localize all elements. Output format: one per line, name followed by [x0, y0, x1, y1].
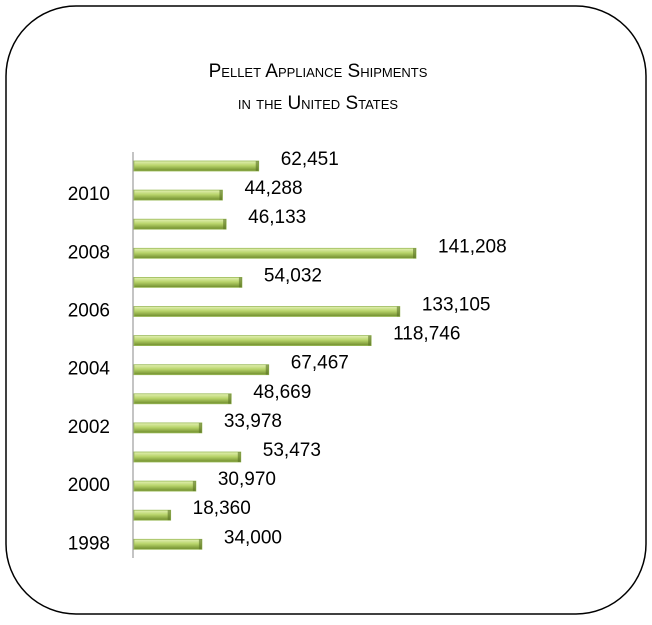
bar [133, 160, 260, 172]
value-label: 33,978 [224, 411, 282, 432]
bar-end [413, 248, 416, 259]
bar [133, 189, 223, 201]
bar [133, 422, 203, 434]
bar-end [237, 452, 241, 462]
bar-end [228, 393, 232, 404]
value-label: 118,746 [393, 324, 460, 345]
value-label: 67,467 [291, 353, 349, 374]
value-label: 48,669 [253, 382, 311, 403]
bar-end [219, 190, 223, 201]
bar-end [255, 161, 259, 171]
value-label: 30,970 [218, 469, 276, 490]
bar [133, 509, 172, 521]
bar [133, 480, 197, 492]
bar-end [223, 219, 227, 230]
bar-end [198, 539, 202, 550]
value-label: 34,000 [224, 527, 282, 548]
y-tick-label: 2006 [68, 301, 110, 322]
bar [133, 247, 417, 259]
y-tick-label: 2010 [68, 184, 110, 205]
bar [133, 276, 243, 288]
bar [133, 451, 242, 463]
bar-end [396, 306, 400, 317]
y-tick-label: 2002 [68, 417, 110, 438]
bar-end [238, 277, 242, 288]
bar [133, 306, 401, 317]
bar [133, 335, 372, 347]
bar [133, 364, 270, 376]
value-label: 44,288 [244, 178, 302, 199]
value-label: 141,208 [438, 236, 507, 257]
value-label: 54,032 [264, 265, 322, 286]
y-tick-label: 1998 [68, 533, 110, 554]
chart-subtitle: in the United States [238, 93, 399, 114]
y-tick-label: 2008 [68, 242, 110, 263]
value-label: 53,473 [263, 440, 321, 461]
bar-end [167, 510, 171, 521]
bar-end [368, 335, 372, 346]
y-tick-label: 2004 [68, 359, 111, 380]
chart-title: Pellet Appliance Shipments [209, 61, 428, 82]
bar [133, 538, 203, 550]
bar-end [198, 422, 202, 433]
bar-end [265, 364, 269, 375]
y-tick-label: 2000 [68, 475, 110, 496]
bar [133, 393, 232, 405]
bar [133, 218, 227, 230]
value-label: 62,451 [281, 149, 339, 170]
bar-end [192, 481, 196, 492]
value-label: 133,105 [422, 295, 491, 316]
value-label: 46,133 [248, 207, 306, 228]
value-label: 18,360 [193, 498, 251, 519]
